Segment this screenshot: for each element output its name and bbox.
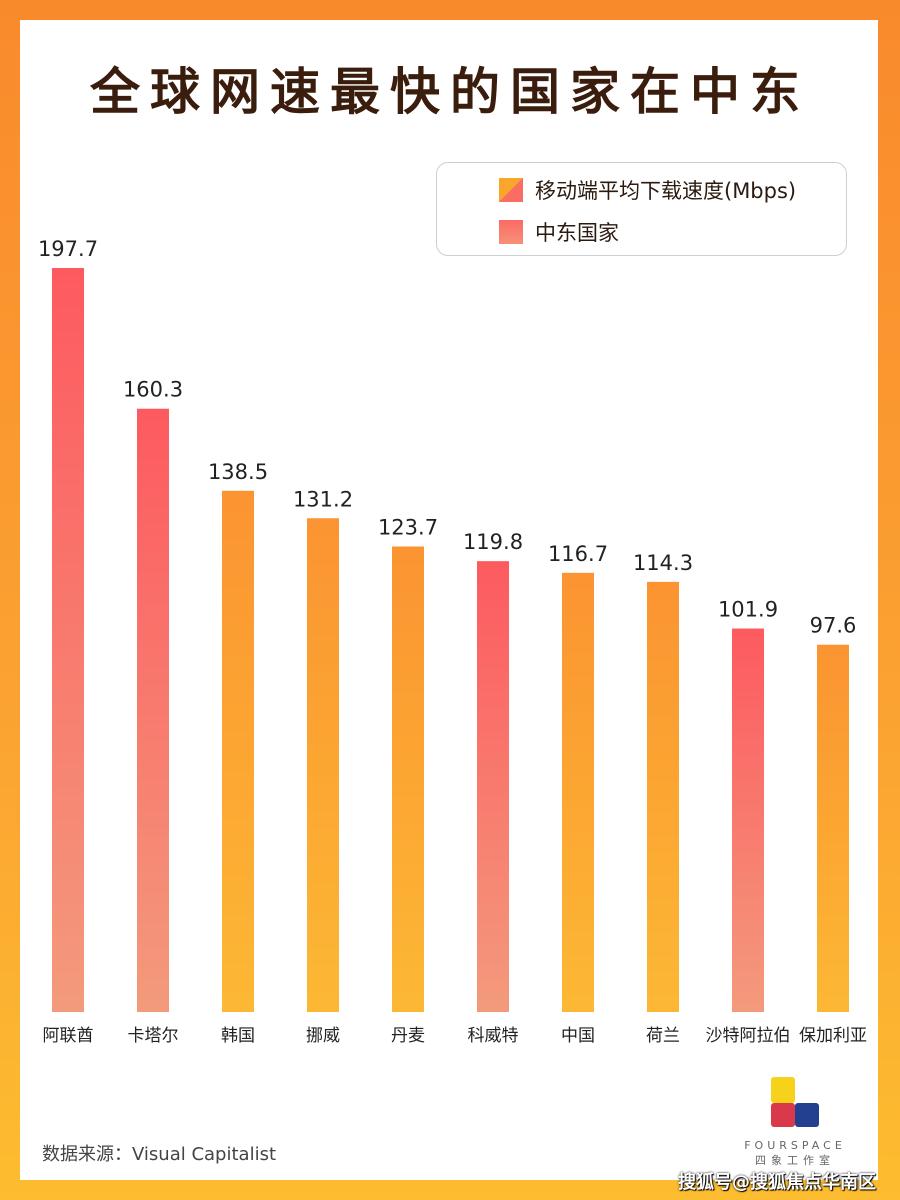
category-label: 韩国 <box>221 1026 255 1046</box>
legend-swatch-speed <box>499 178 523 202</box>
category-label: 荷兰 <box>646 1026 680 1046</box>
category-label: 科威特 <box>468 1026 519 1046</box>
bar-8 <box>732 628 764 1012</box>
value-label: 160.3 <box>123 378 183 402</box>
bar-0 <box>52 268 84 1012</box>
logo-text-en: FOURSPACE <box>744 1139 846 1152</box>
bar-3 <box>307 518 339 1012</box>
category-label: 保加利亚 <box>799 1026 867 1046</box>
legend-item-middle-east: 中东国家 <box>499 217 619 247</box>
legend-label: 中东国家 <box>535 221 619 245</box>
category-label: 沙特阿拉伯 <box>706 1026 791 1046</box>
bar-2 <box>222 490 254 1013</box>
value-label: 197.7 <box>38 237 98 261</box>
value-label: 138.5 <box>208 460 268 484</box>
legend: 移动端平均下载速度(Mbps) 中东国家 <box>436 162 847 256</box>
legend-item-speed: 移动端平均下载速度(Mbps) <box>499 175 796 205</box>
category-label: 中国 <box>561 1026 595 1046</box>
value-label: 116.7 <box>548 542 608 566</box>
value-label: 119.8 <box>463 530 523 554</box>
puzzle-logo-icon <box>771 1077 819 1127</box>
value-label: 123.7 <box>378 515 438 539</box>
category-label: 丹麦 <box>391 1026 425 1046</box>
bar-9 <box>817 644 849 1012</box>
bar-5 <box>477 561 509 1012</box>
watermark: 搜狐号@搜狐焦点华南区 <box>678 1172 876 1193</box>
logo: FOURSPACE 四象工作室 <box>735 1075 855 1168</box>
value-label: 97.6 <box>810 614 857 638</box>
chart-title: 全球网速最快的国家在中东 <box>90 63 810 121</box>
value-label: 131.2 <box>293 487 353 511</box>
data-source: 数据来源：Visual Capitalist <box>42 1144 277 1165</box>
legend-label: 移动端平均下载速度(Mbps) <box>535 179 797 203</box>
value-label: 114.3 <box>633 551 693 575</box>
bar-1 <box>137 408 169 1012</box>
legend-swatch-middle-east <box>499 220 523 244</box>
category-label: 卡塔尔 <box>128 1026 179 1046</box>
value-label: 101.9 <box>718 598 778 622</box>
bar-4 <box>392 546 424 1012</box>
bar-7 <box>647 581 679 1012</box>
category-label: 阿联酋 <box>43 1026 94 1046</box>
bar-6 <box>562 572 594 1012</box>
logo-text-cn: 四象工作室 <box>755 1154 835 1167</box>
category-label: 挪威 <box>306 1026 340 1046</box>
